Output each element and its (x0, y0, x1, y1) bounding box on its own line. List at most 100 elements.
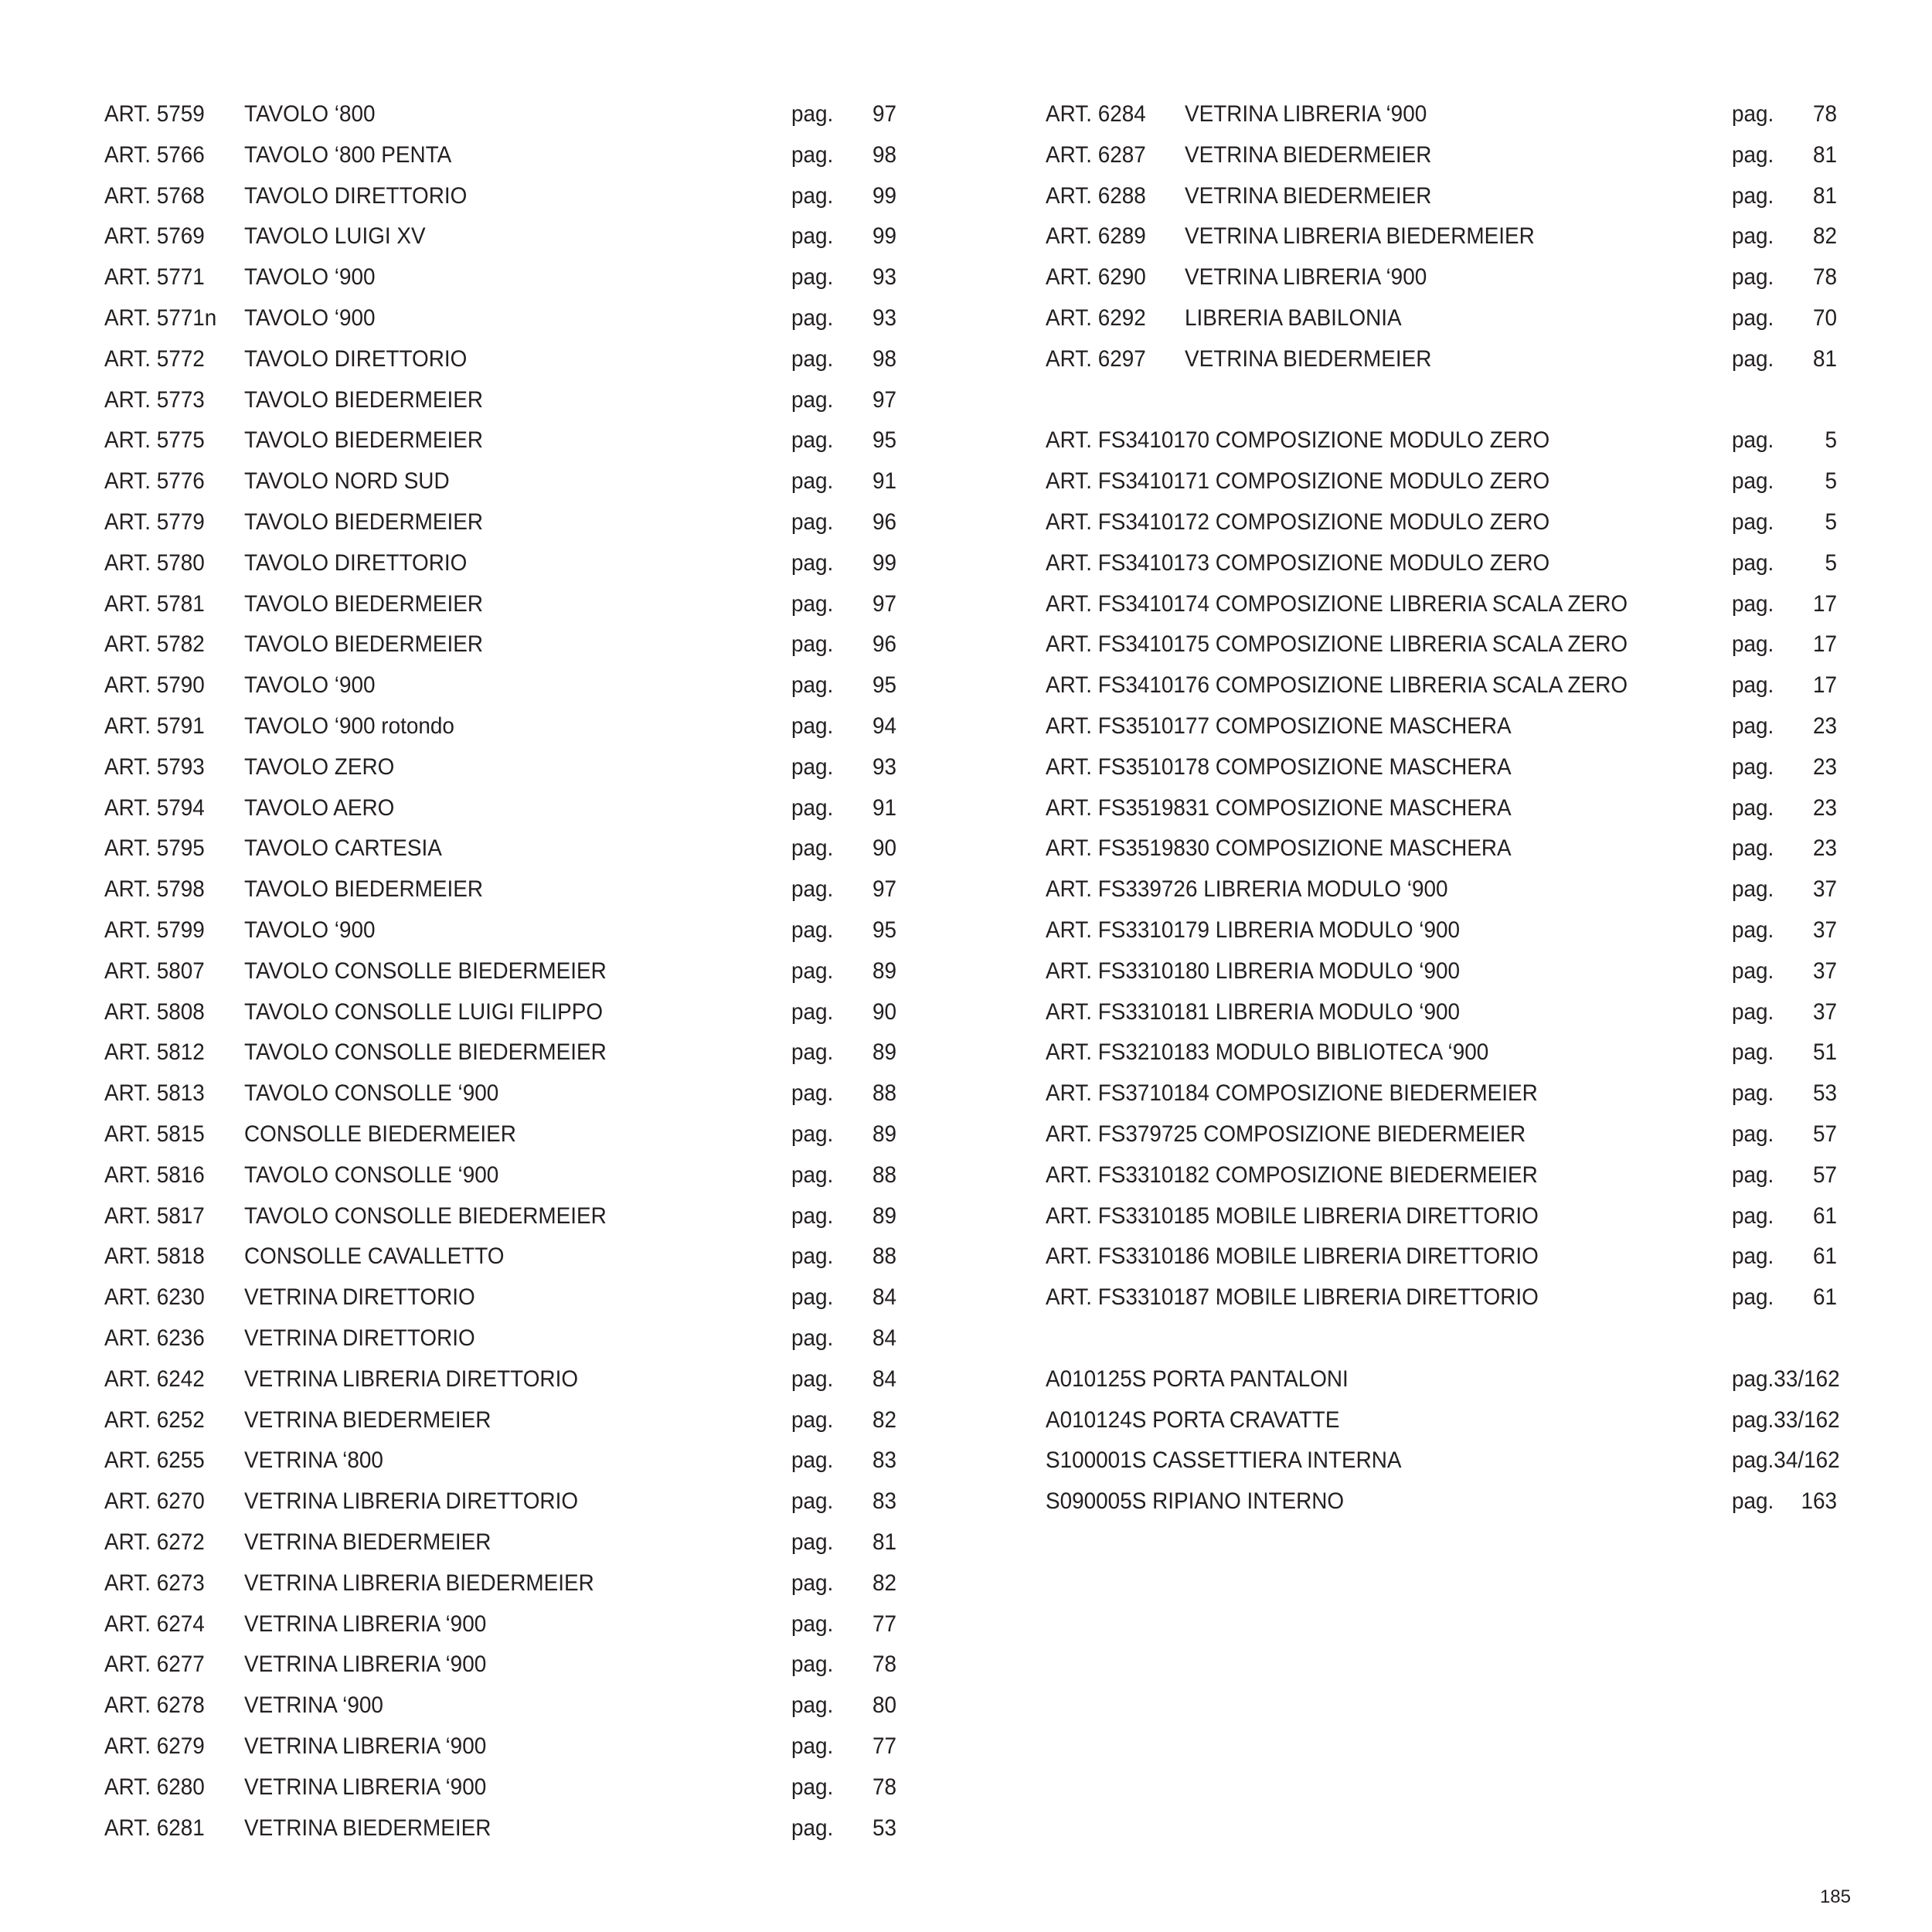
page-reference: 37 (1812, 957, 1837, 984)
page-label: pag. (791, 998, 834, 1025)
page-label: pag. (1732, 509, 1774, 535)
article-name: VETRINA DIRETTORIO (244, 1284, 475, 1311)
article-name: CONSOLLE CAVALLETTO (244, 1243, 505, 1270)
page-reference: 99 (872, 182, 896, 209)
page-reference: 53 (872, 1815, 896, 1841)
article-name: VETRINA LIBRERIA ‘900 (244, 1774, 487, 1800)
index-entry: ART. 5759 TAVOLO ‘800 pag. 97 (0, 99, 1932, 130)
page-label: pag. (791, 427, 834, 454)
article-code: A010125S PORTA PANTALONI (1046, 1366, 1349, 1392)
article-code: ART. FS3410175 COMPOSIZIONE LIBRERIA SCA… (1046, 631, 1628, 658)
index-entry: ART. 5791 TAVOLO ‘900 rotondo pag. 94 (0, 711, 1932, 742)
index-entry: ART. 6273 VETRINA LIBRERIA BIEDERMEIER pag… (0, 1568, 1932, 1599)
article-code: ART. 6284 (1046, 101, 1146, 127)
page-label: pag. (791, 101, 834, 127)
index-entry: ART. 6255 VETRINA ‘800 pag. 83 (0, 1445, 1932, 1476)
index-entry: ART. FS3519831 COMPOSIZIONE MASCHERA pag.… (0, 793, 1932, 824)
page-label: pag. (791, 1202, 834, 1229)
article-code: ART. 6281 (104, 1815, 205, 1841)
page-reference: 97 (872, 876, 896, 903)
article-code: ART. 6297 (1046, 345, 1146, 372)
article-code: ART. 5795 (104, 835, 205, 862)
page-label: pag. (1732, 101, 1774, 127)
article-code: ART. 6289 (1046, 223, 1146, 250)
page-label: pag. (1732, 672, 1774, 699)
page-label: pag. (1732, 917, 1774, 943)
page-reference: 93 (872, 753, 896, 780)
index-entry: ART. FS339726 LIBRERIA MODULO ‘900 pag. 37 (0, 874, 1932, 905)
article-name: TAVOLO ‘800 PENTA (244, 141, 452, 168)
page-label: pag. (791, 182, 834, 209)
index-entry: ART. 5799 TAVOLO ‘900 pag. 95 (0, 915, 1932, 946)
article-code: ART. 5759 (104, 101, 205, 127)
article-name: TAVOLO CONSOLLE BIEDERMEIER (244, 1202, 607, 1229)
article-name: VETRINA LIBRERIA ‘900 (244, 1651, 487, 1678)
article-name: TAVOLO BIEDERMEIER (244, 427, 484, 454)
article-code: ART. FS3310185 MOBILE LIBRERIA DIRETTORI… (1046, 1202, 1539, 1229)
article-name: VETRINA LIBRERIA ‘900 (1185, 101, 1427, 127)
article-code: ART. 6252 (104, 1406, 205, 1433)
index-entry: ART. 5771 TAVOLO ‘900 pag. 93 (0, 262, 1932, 293)
page-label: pag. (791, 509, 834, 535)
article-code: ART. 5768 (104, 182, 205, 209)
page-label: pag.33/162 (1732, 1366, 1840, 1392)
page-reference: 61 (1812, 1284, 1837, 1311)
article-code: ART. 5815 (104, 1121, 205, 1147)
article-name: TAVOLO ‘800 (244, 101, 376, 127)
page-label: pag. (791, 1692, 834, 1719)
article-name: VETRINA LIBRERIA ‘900 (1185, 264, 1427, 291)
page-reference: 57 (1812, 1121, 1837, 1147)
article-code: ART. FS3510177 COMPOSIZIONE MASCHERA (1046, 713, 1512, 739)
index-entry: ART. 6287 VETRINA BIEDERMEIER pag. 81 (0, 140, 1932, 171)
page-label: pag. (791, 1121, 834, 1147)
page-reference: 23 (1812, 713, 1837, 739)
article-code: S090005S RIPIANO INTERNO (1046, 1488, 1345, 1515)
index-entry: ART. 5773 TAVOLO BIEDERMEIER pag. 97 (0, 385, 1932, 416)
page-reference: 61 (1812, 1202, 1837, 1229)
page-label: pag. (1732, 794, 1774, 821)
article-name: VETRINA DIRETTORIO (244, 1325, 475, 1351)
page-reference: 91 (872, 468, 896, 495)
index-entry: ART. 5808 TAVOLO CONSOLLE LUIGI FILIPPO pa… (0, 997, 1932, 1028)
page-reference: 51 (1812, 1039, 1837, 1066)
index-entry: ART. 5794 TAVOLO AERO pag. 91 (0, 793, 1932, 824)
index-entry: ART. FS3510177 COMPOSIZIONE MASCHERA pag.… (0, 711, 1932, 742)
article-name: TAVOLO ‘900 rotondo (244, 713, 454, 739)
article-code: ART. FS3410176 COMPOSIZIONE LIBRERIA SCA… (1046, 672, 1628, 699)
page-reference: 89 (872, 1121, 896, 1147)
page-label: pag. (791, 835, 834, 862)
page-label: pag. (1732, 345, 1774, 372)
page-reference: 99 (872, 223, 896, 250)
page-label: pag. (791, 1080, 834, 1107)
page-label: pag. (791, 1243, 834, 1270)
article-code: S100001S CASSETTIERA INTERNA (1046, 1447, 1402, 1474)
page-label: pag. (1732, 1488, 1774, 1515)
article-name: TAVOLO BIEDERMEIER (244, 386, 484, 413)
index-entry: ART. FS3410173 COMPOSIZIONE MODULO ZERO p… (0, 548, 1932, 579)
article-name: TAVOLO CONSOLLE LUIGI FILIPPO (244, 998, 604, 1025)
article-name: TAVOLO BIEDERMEIER (244, 876, 484, 903)
article-code: ART. 6270 (104, 1488, 205, 1515)
page-reference: 77 (872, 1733, 896, 1759)
page-label: pag. (791, 753, 834, 780)
article-code: ART. 5773 (104, 386, 205, 413)
page-label: pag. (791, 223, 834, 250)
index-entry: ART. 5817 TAVOLO CONSOLLE BIEDERMEIER pag.… (0, 1201, 1932, 1232)
index-entry: ART. FS3310187 MOBILE LIBRERIA DIRETTORI… (0, 1282, 1932, 1313)
article-code: ART. 5799 (104, 917, 205, 943)
article-code: ART. 5817 (104, 1202, 205, 1229)
article-name: TAVOLO CONSOLLE BIEDERMEIER (244, 1039, 607, 1066)
article-code: ART. FS3410172 COMPOSIZIONE MODULO ZERO (1046, 509, 1550, 535)
index-entry: ART. FS3710184 COMPOSIZIONE BIEDERMEIER p… (0, 1078, 1932, 1109)
index-entry: ART. 5766 TAVOLO ‘800 PENTA pag. 98 (0, 140, 1932, 171)
article-code: ART. FS3410171 COMPOSIZIONE MODULO ZERO (1046, 468, 1550, 495)
index-entry: ART. 5812 TAVOLO CONSOLLE BIEDERMEIER pag.… (0, 1037, 1932, 1068)
page-label: pag. (791, 590, 834, 617)
index-entry: ART. 6284 VETRINA LIBRERIA ‘900 pag. 78 (0, 99, 1932, 130)
page-reference: 78 (872, 1774, 896, 1800)
article-code: ART. 5771 (104, 264, 205, 291)
article-code: ART. 5769 (104, 223, 205, 250)
article-code: ART. 6274 (104, 1611, 205, 1637)
page-label: pag. (791, 957, 834, 984)
page-label: pag.33/162 (1732, 1406, 1840, 1433)
